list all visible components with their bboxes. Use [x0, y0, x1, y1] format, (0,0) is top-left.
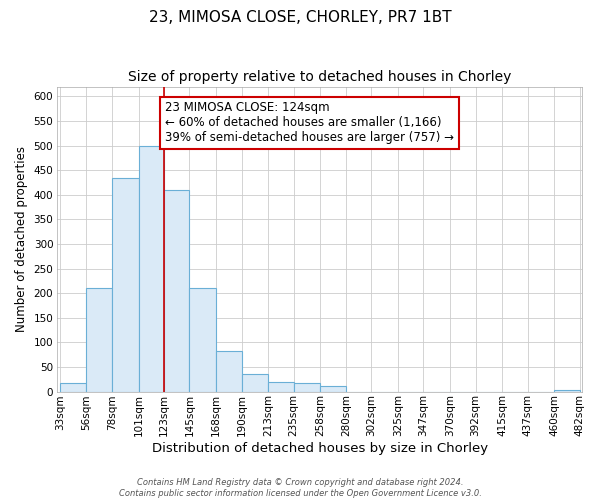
- Bar: [86, 288, 112, 392]
- Bar: [268, 382, 294, 392]
- Bar: [242, 374, 268, 392]
- Bar: [216, 350, 242, 392]
- Bar: [139, 146, 164, 392]
- Text: 23 MIMOSA CLOSE: 124sqm
← 60% of detached houses are smaller (1,166)
39% of semi: 23 MIMOSA CLOSE: 124sqm ← 60% of detache…: [165, 102, 454, 144]
- Y-axis label: Number of detached properties: Number of detached properties: [15, 146, 28, 332]
- Text: 23, MIMOSA CLOSE, CHORLEY, PR7 1BT: 23, MIMOSA CLOSE, CHORLEY, PR7 1BT: [149, 10, 451, 25]
- Bar: [320, 386, 346, 392]
- Bar: [554, 390, 580, 392]
- Text: Contains HM Land Registry data © Crown copyright and database right 2024.
Contai: Contains HM Land Registry data © Crown c…: [119, 478, 481, 498]
- Bar: [190, 288, 216, 392]
- X-axis label: Distribution of detached houses by size in Chorley: Distribution of detached houses by size …: [152, 442, 488, 455]
- Title: Size of property relative to detached houses in Chorley: Size of property relative to detached ho…: [128, 70, 511, 84]
- Bar: [164, 190, 190, 392]
- Bar: [112, 178, 139, 392]
- Bar: [60, 382, 86, 392]
- Bar: [294, 383, 320, 392]
